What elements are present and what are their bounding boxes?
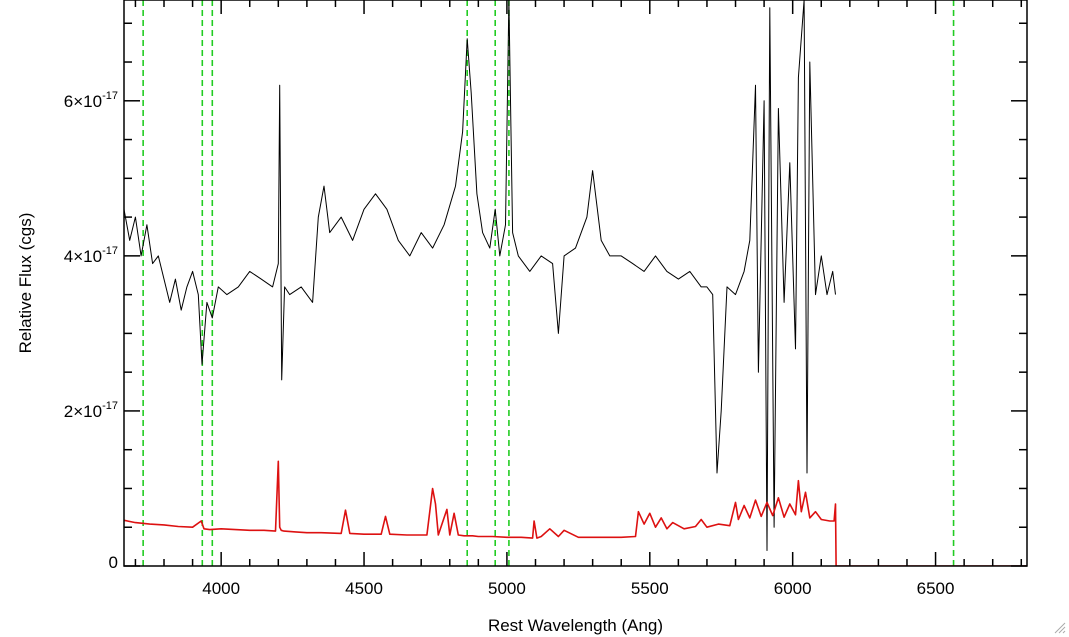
series-line-1 bbox=[124, 460, 1027, 566]
x-tick-label: 4500 bbox=[345, 579, 383, 598]
x-axis-label: Rest Wavelength (Ang) bbox=[488, 616, 663, 635]
y-tick-label: 4×10-17 bbox=[64, 245, 118, 266]
plot-frame bbox=[123, 0, 1028, 567]
y-tick-labels: 0 2×10-17 4×10-17 6×10-17 bbox=[64, 90, 118, 572]
series-layer bbox=[124, 0, 1027, 566]
resize-grip-icon[interactable] bbox=[1054, 622, 1066, 634]
axis-ticks bbox=[124, 0, 1027, 567]
y-tick-label: 0 bbox=[109, 553, 118, 572]
y-tick-label: 2×10-17 bbox=[64, 400, 118, 421]
x-tick-label: 6500 bbox=[917, 579, 955, 598]
x-tick-labels: 4000 4500 5000 5500 6000 6500 bbox=[202, 579, 954, 598]
y-tick-label: 6×10-17 bbox=[64, 90, 118, 111]
reference-lines bbox=[142, 0, 955, 566]
x-tick-label: 4000 bbox=[202, 579, 240, 598]
x-tick-label: 6000 bbox=[774, 579, 812, 598]
series-line-0 bbox=[124, 0, 836, 551]
x-tick-label: 5500 bbox=[631, 579, 669, 598]
y-axis-label: Relative Flux (cgs) bbox=[16, 213, 35, 354]
x-tick-label: 5000 bbox=[488, 579, 526, 598]
